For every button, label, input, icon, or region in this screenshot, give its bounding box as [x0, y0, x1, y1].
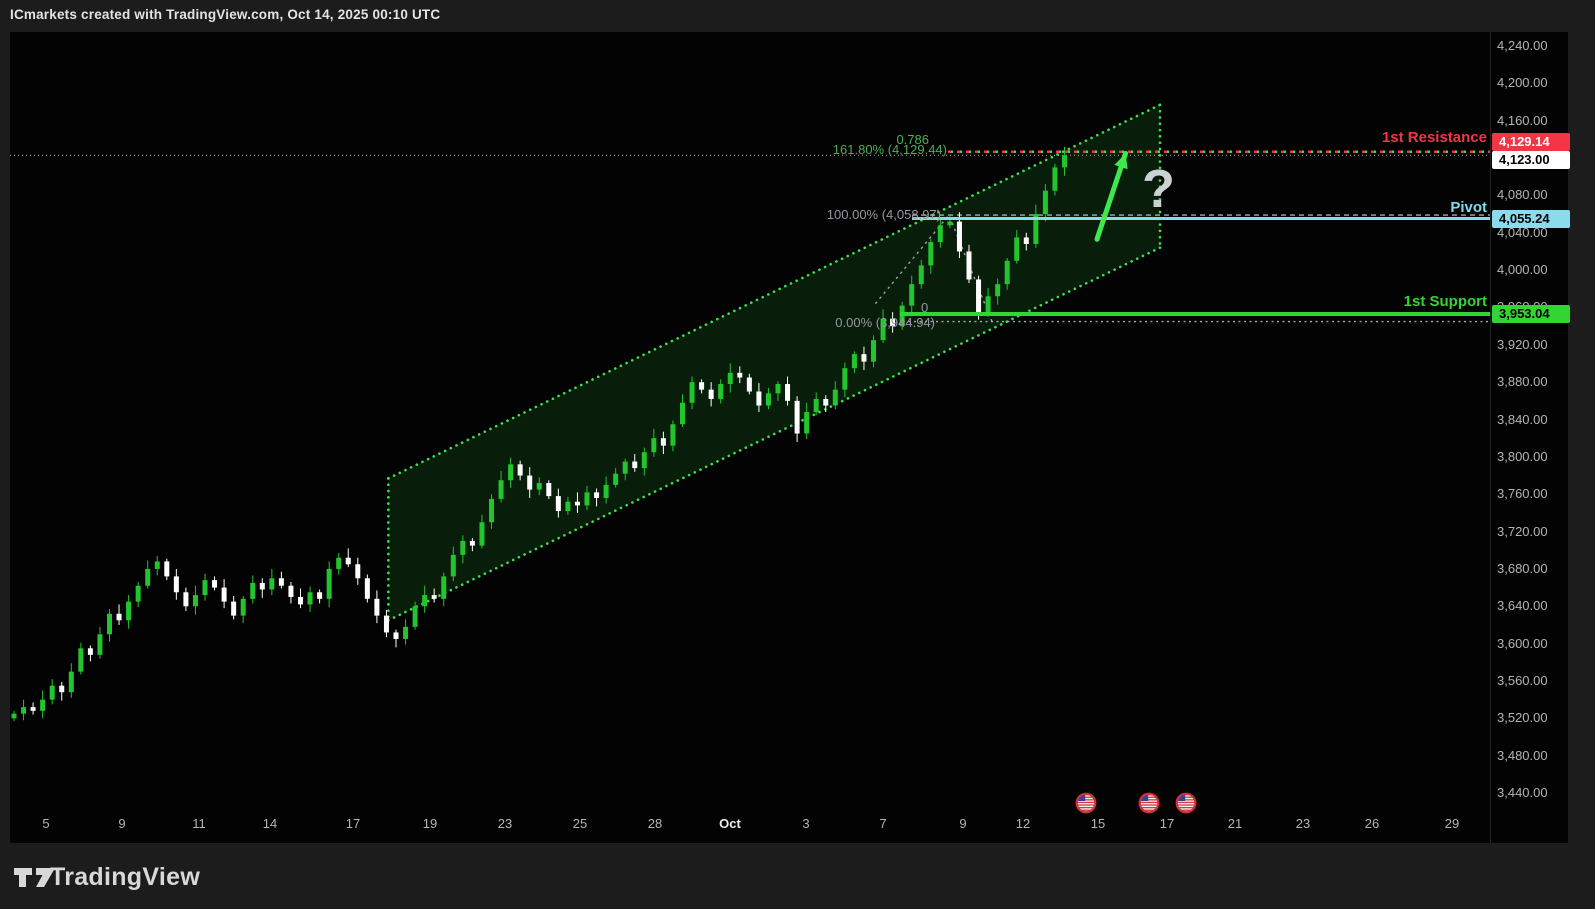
- fib-0786-label: 0.786: [896, 132, 929, 148]
- price-tick-label: 3,920.00: [1497, 336, 1548, 352]
- pivot-price-badge: 4,055.24: [1492, 209, 1570, 228]
- time-label: 5: [42, 816, 50, 831]
- pivot-label: Pivot: [1450, 198, 1487, 216]
- time-label: 29: [1444, 816, 1460, 831]
- price-tick-label: 4,160.00: [1497, 112, 1548, 128]
- chart-canvas[interactable]: [10, 32, 1568, 843]
- price-tick-label: 3,720.00: [1497, 523, 1548, 539]
- time-label: 9: [959, 816, 967, 831]
- price-tick-label: 3,760.00: [1497, 486, 1548, 502]
- chart-header-title: ICmarkets created with TradingView.com, …: [10, 7, 441, 22]
- price-axis-separator: [1490, 32, 1491, 843]
- time-label: 23: [1295, 816, 1311, 831]
- time-label: 26: [1364, 816, 1380, 831]
- time-label: 25: [572, 816, 588, 831]
- price-tick-label: 3,640.00: [1497, 598, 1548, 614]
- price-tick-label: 4,000.00: [1497, 262, 1548, 278]
- price-tick-label: 3,840.00: [1497, 411, 1548, 427]
- time-label: 28: [647, 816, 663, 831]
- price-tick-label: 3,600.00: [1497, 635, 1548, 651]
- time-label: 3: [802, 816, 810, 831]
- time-label: 17: [345, 816, 361, 831]
- price-tick-label: 4,200.00: [1497, 75, 1548, 91]
- time-label: 19: [422, 816, 438, 831]
- support-price-badge: 3,953.04: [1492, 304, 1570, 323]
- price-tick-label: 3,480.00: [1497, 747, 1548, 763]
- support-label: 1st Support: [1403, 292, 1487, 310]
- time-label: 11: [192, 816, 206, 831]
- fib-zero-anchor-label: 0: [921, 299, 929, 315]
- chart-header: ICmarkets created with TradingView.com, …: [0, 0, 1595, 30]
- price-tick-label: 3,560.00: [1497, 672, 1548, 688]
- fib-161-label: 161.80% (4,129.44): [832, 142, 947, 158]
- price-tick-label: 3,800.00: [1497, 448, 1548, 464]
- tradingview-logo-icon[interactable]: [12, 862, 58, 892]
- time-label: 21: [1227, 816, 1243, 831]
- time-label: 9: [118, 816, 126, 831]
- price-tick-label: 3,520.00: [1497, 710, 1548, 726]
- time-label: 23: [497, 816, 513, 831]
- question-mark-annotation: ?: [1142, 159, 1175, 219]
- time-label: 15: [1090, 816, 1106, 831]
- watermark-bar: TradingView: [0, 852, 1595, 909]
- time-label: 14: [262, 816, 278, 831]
- resistance-label: 1st Resistance: [1381, 128, 1487, 146]
- price-tick-label: 4,080.00: [1497, 187, 1548, 203]
- last-price-badge: 4,123.00: [1492, 150, 1570, 169]
- fib-0-label: 0.00% (3,944.94): [835, 314, 935, 330]
- price-tick-label: 4,240.00: [1497, 38, 1548, 53]
- price-tick-label: 4,040.00: [1497, 224, 1548, 240]
- time-label: 17: [1159, 816, 1175, 831]
- tradingview-wordmark[interactable]: TradingView: [50, 863, 201, 891]
- price-tick-label: 3,680.00: [1497, 560, 1548, 576]
- fib-100-label: 100.00% (4,058.97): [826, 207, 941, 223]
- time-label: Oct: [719, 816, 741, 831]
- time-label: 7: [879, 816, 887, 831]
- price-tick-label: 3,880.00: [1497, 374, 1548, 390]
- resistance-price-badge: 4,129.14: [1492, 132, 1570, 151]
- price-tick-label: 3,440.00: [1497, 785, 1548, 801]
- time-label: 12: [1015, 816, 1031, 831]
